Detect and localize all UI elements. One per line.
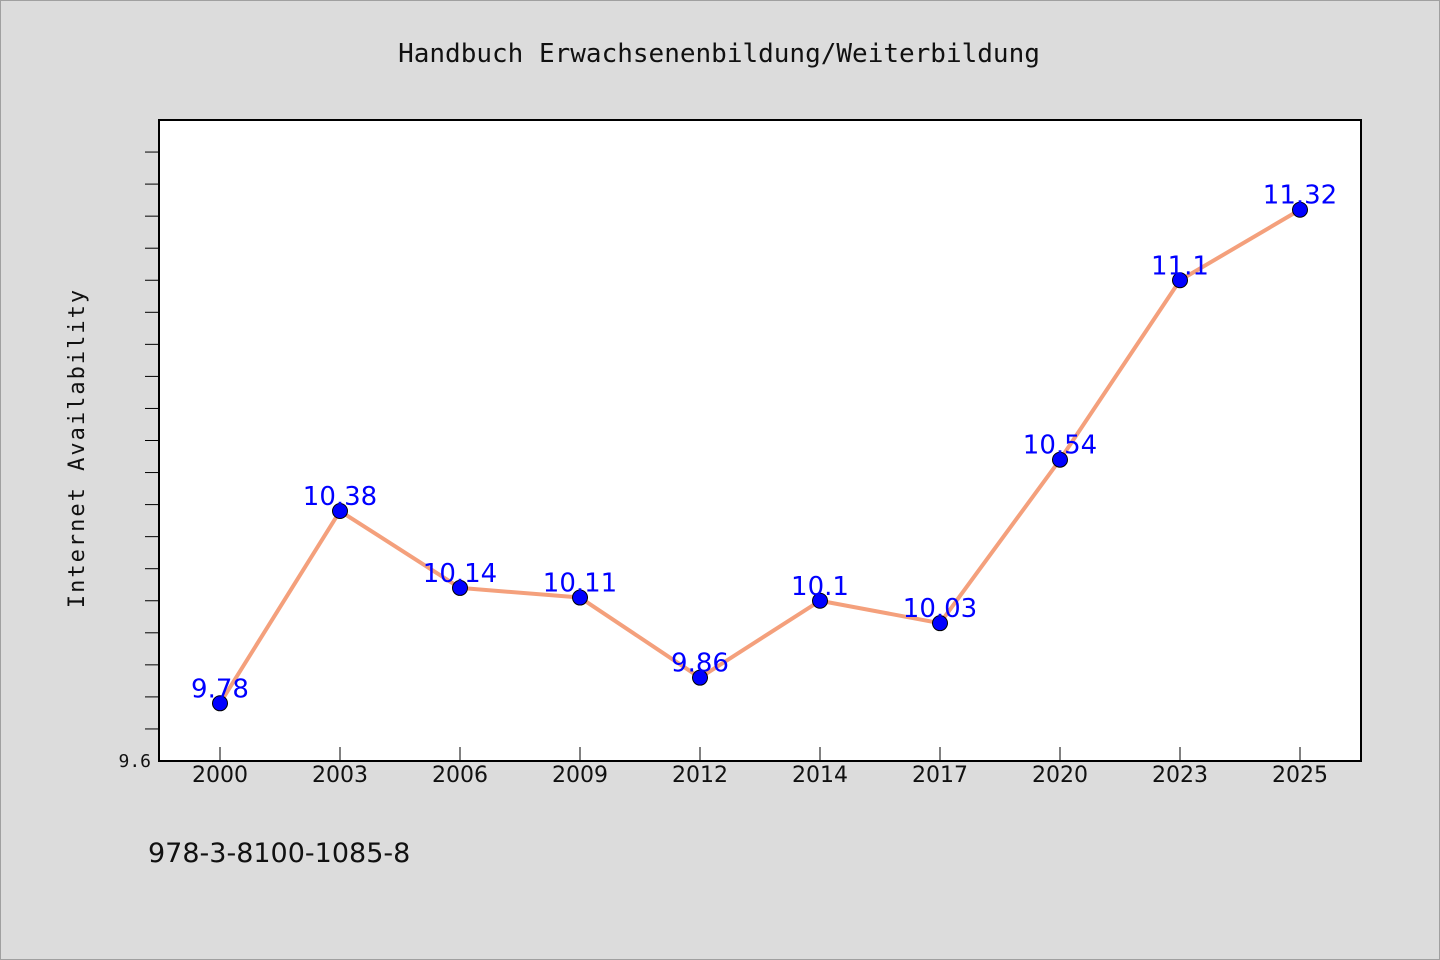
- x-axis-tick-labels: 2000 2003 2006 2009 2012 2014 2017 2020 2023 2025: [192, 763, 1328, 788]
- x-tick-label: 2000: [192, 763, 248, 788]
- data-point-2009: [572, 589, 588, 606]
- x-tick-label: 2017: [912, 763, 968, 788]
- data-label-2017: 10.03: [903, 594, 977, 624]
- data-point-2003: [332, 503, 348, 520]
- y-axis-ticks: [145, 151, 159, 730]
- x-tick-label: 2023: [1152, 763, 1208, 788]
- x-tick-label: 2003: [312, 763, 368, 788]
- chart-title: Handbuch Erwachsenenbildung/Weiterbildun…: [398, 39, 1040, 69]
- x-tick-label: 2009: [552, 763, 608, 788]
- data-label-2012: 9.86: [671, 649, 729, 679]
- y-axis-label: Internet Availability: [65, 288, 90, 608]
- data-point-2017: [932, 615, 948, 632]
- data-label-2014: 10.1: [791, 572, 849, 602]
- data-point-2014: [812, 592, 828, 609]
- y-axis-tick-labels: 9.6: [118, 751, 151, 772]
- x-tick-label: 2014: [792, 763, 848, 788]
- data-markers: [212, 201, 1308, 712]
- data-label-2003: 10.38: [303, 482, 377, 512]
- data-label-2020: 10.54: [1023, 431, 1097, 461]
- series-line: [218, 208, 1302, 705]
- x-tick-label: 2012: [672, 763, 728, 788]
- data-label-2023: 11.1: [1151, 251, 1209, 281]
- data-point-2023: [1172, 272, 1188, 289]
- data-label-2000: 9.78: [191, 674, 249, 704]
- plot-area: [158, 119, 1362, 762]
- data-point-2025: [1292, 201, 1308, 218]
- data-labels: 9.78 10.38 10.14 10.11 9.86 10.1 10.03 10.54 11.…: [191, 181, 1337, 705]
- data-point-2000: [212, 695, 228, 712]
- data-point-2012: [692, 669, 708, 686]
- isbn-footer: 978-3-8100-1085-8: [148, 838, 410, 869]
- x-tick-label: 2025: [1272, 763, 1328, 788]
- data-point-2006: [452, 579, 468, 596]
- data-label-2025: 11.32: [1263, 181, 1337, 211]
- data-point-2020: [1052, 451, 1068, 468]
- x-axis-ticks: [219, 747, 1301, 760]
- y-tick-label: 9.6: [118, 751, 151, 772]
- data-label-2009: 10.11: [543, 569, 617, 599]
- data-label-2006: 10.14: [423, 559, 497, 589]
- x-tick-label: 2020: [1032, 763, 1088, 788]
- series-lines: [218, 208, 1302, 705]
- x-tick-label: 2006: [432, 763, 488, 788]
